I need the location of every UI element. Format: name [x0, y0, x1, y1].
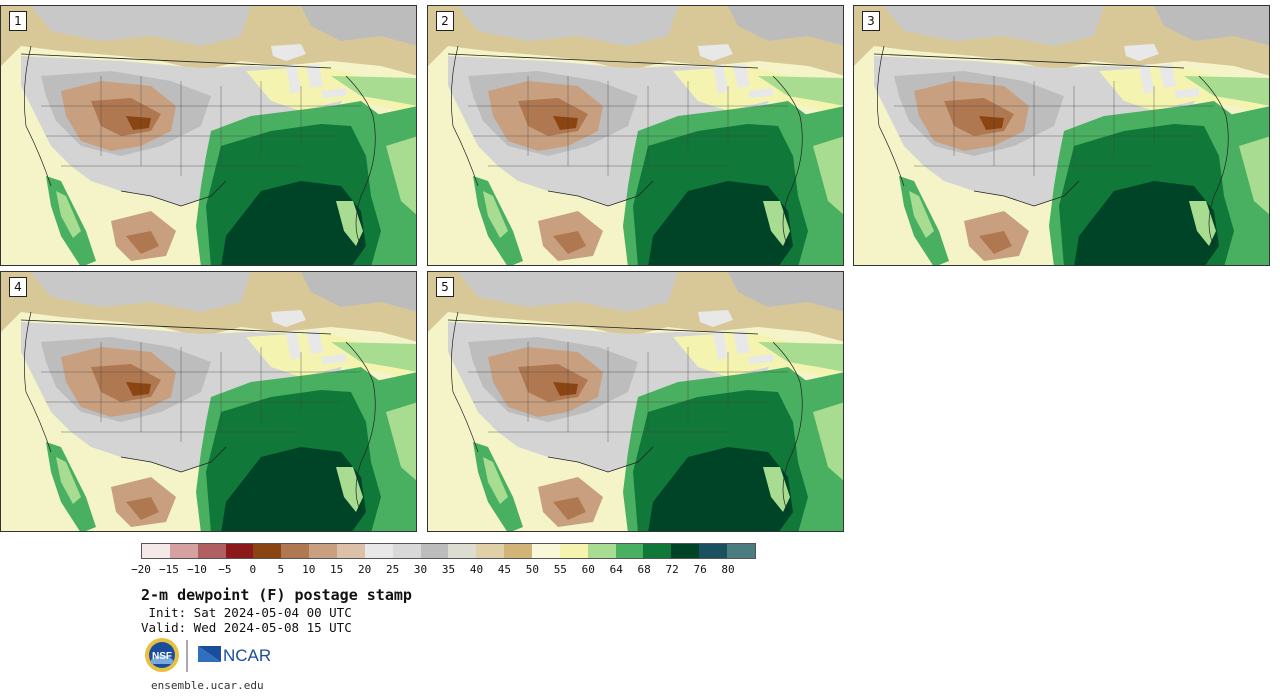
panel-number-5: 5 — [436, 277, 454, 297]
map-panel-4: 4 — [0, 271, 417, 532]
colorbar-swatch-21 — [727, 544, 755, 558]
colorbar-swatch-3 — [225, 544, 254, 558]
colorbar-ticks: −20 −15 −10 −5 0 5 10 15 20 25 30 35 40 45 50 55 60 64 68 7… — [131, 563, 756, 577]
nsf-logo: NSF — [145, 638, 179, 672]
colorbar-tick-label: −5 — [218, 563, 232, 576]
colorbar-tick-label: 55 — [553, 563, 567, 576]
colorbar-tick-label: 35 — [441, 563, 456, 576]
colorbar-tick-label: 64 — [609, 563, 623, 576]
colorbar-swatch-13 — [504, 544, 533, 558]
map-panel-1: 1 — [0, 5, 417, 266]
colorbar-tick-label: −15 — [159, 563, 179, 576]
colorbar-tick-label: −10 — [186, 563, 207, 576]
ncar-logo: NCAR — [198, 646, 271, 665]
valid-time: Valid: Wed 2024-05-08 15 UTC — [141, 620, 352, 635]
colorbar-tick-label: 68 — [637, 563, 651, 576]
colorbar-swatch-17 — [615, 544, 644, 558]
colorbar-tick-label: 10 — [302, 563, 316, 576]
colorbar-swatch-18 — [643, 544, 672, 558]
colorbar-tick-label: 76 — [693, 563, 707, 576]
map-panel-3: 3 — [853, 5, 1270, 266]
site-url: ensemble.ucar.edu — [151, 679, 264, 692]
colorbar-swatch-14 — [532, 544, 560, 558]
panel-number-4: 4 — [9, 277, 27, 297]
colorbar-tick-label: 60 — [581, 563, 595, 576]
colorbar-swatch-20 — [699, 544, 728, 558]
colorbar-swatch-5 — [281, 544, 310, 558]
colorbar — [141, 543, 756, 559]
nsf-logo-text: NSF — [152, 651, 172, 662]
colorbar-tick-label: 25 — [385, 563, 400, 576]
dewpoint-map-4 — [1, 272, 416, 531]
dewpoint-map-3 — [854, 6, 1269, 265]
map-panel-5: 5 — [427, 271, 844, 532]
colorbar-swatch-16 — [587, 544, 616, 558]
colorbar-swatch-4 — [253, 544, 282, 558]
colorbar-swatch-10 — [420, 544, 449, 558]
colorbar-tick-label: −20 — [131, 563, 151, 576]
colorbar-tick-label: 20 — [358, 563, 372, 576]
colorbar-swatch-12 — [476, 544, 505, 558]
colorbar-tick-label: 30 — [413, 563, 428, 576]
colorbar-swatch-8 — [364, 544, 393, 558]
colorbar-swatch-11 — [448, 544, 477, 558]
chart-title: 2-m dewpoint (F) postage stamp — [141, 586, 412, 604]
panel-number-1: 1 — [9, 11, 27, 31]
colorbar-tick-label: 15 — [330, 563, 344, 576]
dewpoint-map-2 — [428, 6, 843, 265]
colorbar-swatch-19 — [671, 544, 700, 558]
panel-number-3: 3 — [862, 11, 880, 31]
colorbar-swatch-2 — [197, 544, 226, 558]
colorbar-swatch-0 — [142, 544, 170, 558]
ncar-logo-text: NCAR — [223, 646, 271, 665]
colorbar-tick-label: 45 — [497, 563, 512, 576]
colorbar-swatch-7 — [337, 544, 365, 558]
logos: NSF NCAR — [145, 638, 271, 672]
colorbar-tick-label: 72 — [665, 563, 679, 576]
colorbar-swatch-1 — [169, 544, 198, 558]
dewpoint-map-5 — [428, 272, 843, 531]
colorbar-swatch-9 — [392, 544, 421, 558]
colorbar-tick-label: 5 — [277, 563, 285, 576]
colorbar-tick-label: 40 — [469, 563, 484, 576]
map-panel-2: 2 — [427, 5, 844, 266]
init-time: Init: Sat 2024-05-04 00 UTC — [141, 605, 352, 620]
colorbar-swatch-6 — [309, 544, 338, 558]
dewpoint-map-1 — [1, 6, 416, 265]
colorbar-tick-label: 50 — [525, 563, 539, 576]
colorbar-tick-label: 80 — [721, 563, 735, 576]
panel-number-2: 2 — [436, 11, 454, 31]
colorbar-tick-label: 0 — [249, 563, 257, 576]
colorbar-swatch-15 — [559, 544, 588, 558]
